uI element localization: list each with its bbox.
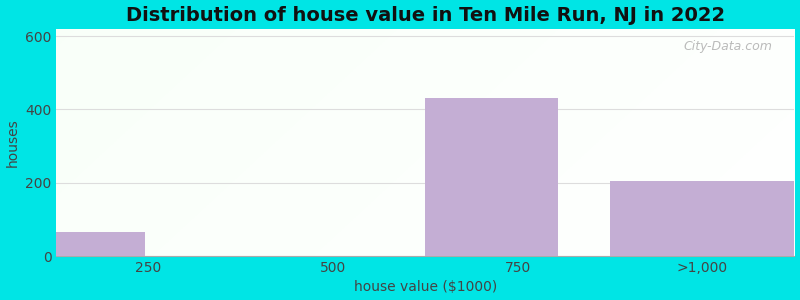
X-axis label: house value ($1000): house value ($1000) xyxy=(354,280,497,294)
Bar xyxy=(56,232,145,256)
Bar xyxy=(610,181,794,256)
Y-axis label: houses: houses xyxy=(6,118,19,167)
Title: Distribution of house value in Ten Mile Run, NJ in 2022: Distribution of house value in Ten Mile … xyxy=(126,6,725,25)
Text: City-Data.com: City-Data.com xyxy=(683,40,772,53)
Bar xyxy=(426,98,558,256)
